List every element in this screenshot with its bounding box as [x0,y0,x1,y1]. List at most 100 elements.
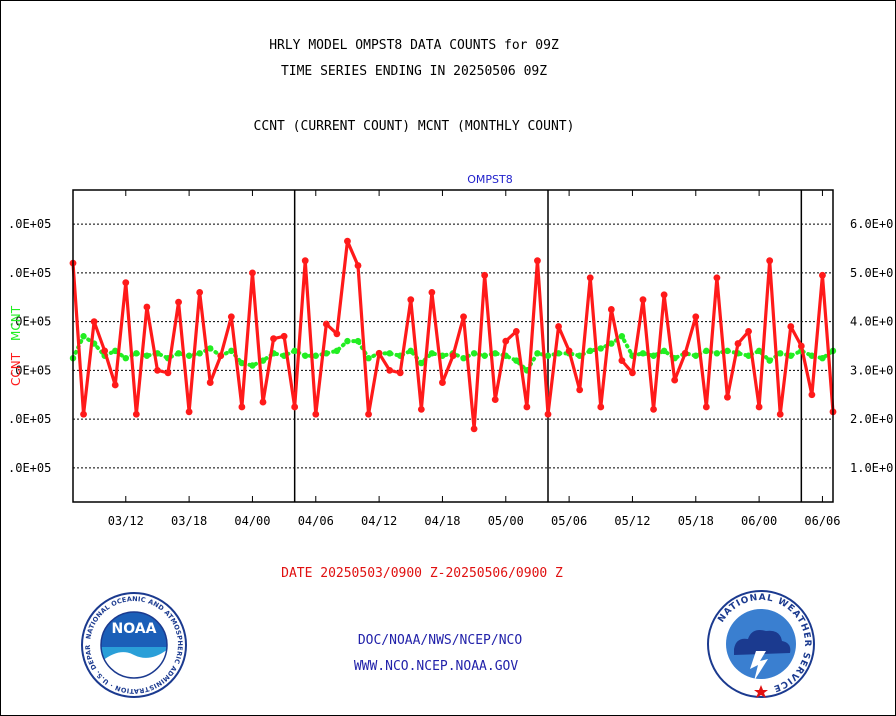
ccnt-point [217,352,225,360]
y-tick-label-left: .0E+05 [8,363,51,377]
ccnt-point [354,262,362,269]
y-tick-label-right: 4.0E+0 [850,315,893,329]
mcnt-point [650,352,657,359]
mcnt-point [122,354,129,362]
ccnt-point [407,296,415,304]
ccnt-point [322,320,330,328]
ccnt-point [175,298,182,306]
noaa-logo: NATIONAL OCEANIC AND ATMOSPHERIC ADMINIS… [80,591,187,698]
ccnt-point [660,291,668,299]
mcnt-point [249,362,256,369]
mcnt-point [386,350,393,357]
ccnt-point [417,405,425,413]
ccnt-point [238,403,246,411]
ccnt-point [470,425,478,433]
x-tick-label: 04/00 [234,514,270,528]
mcnt-point [428,350,436,357]
noaa-logo-text: NOAA [112,621,157,637]
x-tick-label: 05/06 [551,514,587,528]
ccnt-point [544,410,552,418]
x-tick-label: 03/18 [171,514,207,528]
ccnt-point [312,410,320,418]
mcnt-point [724,347,731,355]
ccnt-point [280,332,288,340]
x-tick-label: 05/18 [678,514,714,528]
mcnt-point [344,337,351,345]
mcnt-point [808,352,816,359]
ccnt-point [122,279,130,287]
mcnt-point [407,347,414,355]
ccnt-point [164,369,172,377]
ccnt-point [597,403,605,411]
ccnt-point [449,352,457,360]
x-tick-label: 05/12 [614,514,650,528]
mcnt-point [302,352,309,359]
chart-subtitle: OMPST8 [467,173,512,186]
ccnt-point [428,288,436,296]
ccnt-point [111,381,119,389]
mcnt-point [175,350,182,357]
ccnt-point [101,347,109,355]
mcnt-point [312,352,319,359]
ccnt-point [639,296,647,304]
ccnt-point [344,237,351,245]
y-tick-label-right: 3.0E+0 [850,363,893,377]
mcnt-point [597,345,604,352]
mcnt-point [703,347,710,355]
nws-logo: NATIONAL WEATHER SERVICE [707,590,815,698]
mcnt-point [639,350,647,357]
mcnt-point [544,352,552,359]
y-tick-label-right: 1.0E+0 [850,461,893,475]
ccnt-point [745,327,752,335]
mcnt-point [365,354,372,362]
chart-title-line1: HRLY MODEL OMPST8 DATA COUNTS for 09Z [269,38,559,53]
mcnt-point [323,350,330,357]
ccnt-point [270,335,277,343]
ccnt-point [512,327,520,335]
ccnt-point [396,369,404,377]
mcnt-point [418,359,425,367]
ccnt-point [766,257,774,265]
ccnt-point [143,303,151,311]
website-link[interactable]: WWW.NCO.NCEP.NOAA.GOV [353,659,519,674]
ccnt-point [776,410,784,418]
y-tick-label-left: .0E+05 [8,461,51,475]
ccnt-point [607,306,615,313]
chart-legend-line: CCNT (CURRENT COUNT) MCNT (MONTHLY COUNT… [253,119,575,134]
ccnt-point [755,403,763,411]
y-tick-label-right: 2.0E+0 [850,412,893,426]
ccnt-point [576,386,584,394]
ccnt-point [681,349,689,357]
ccnt-point [797,342,805,350]
mcnt-point [481,352,488,359]
x-tick-label: 04/06 [298,514,334,528]
mcnt-point [228,347,235,355]
x-tick-label: 06/00 [741,514,777,528]
ccnt-point [491,396,499,404]
ccnt-point [185,408,193,416]
org-path-link[interactable]: DOC/NOAA/NWS/NCEP/NCO [357,633,523,648]
ccnt-point [534,257,541,265]
mcnt-point [587,347,594,355]
y-tick-label-left: .0E+05 [8,266,51,280]
ccnt-point [650,405,657,413]
mcnt-point [259,357,267,364]
mcnt-point [513,357,520,364]
y-axis-label-mcnt: MCNT [9,305,23,341]
ccnt-point [333,330,341,338]
mcnt-point [492,350,499,357]
y-tick-label-left: .0E+05 [8,217,51,231]
ccnt-point [460,313,467,321]
y-axis-label-ccnt: CCNT [9,352,23,386]
mcnt-point [692,352,699,359]
mcnt-point [660,347,668,355]
ccnt-point [154,366,161,374]
ccnt-point [808,391,816,399]
ccnt-point [196,288,204,296]
ccnt-point [586,274,594,282]
mcnt-point [470,350,478,357]
x-tick-label: 06/06 [804,514,840,528]
x-tick-label: 05/00 [488,514,524,528]
ccnt-point [671,376,679,384]
